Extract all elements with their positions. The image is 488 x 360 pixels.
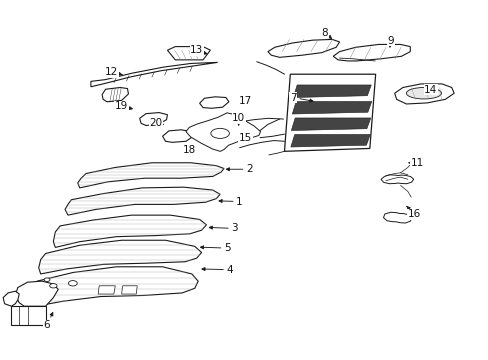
Polygon shape (167, 46, 210, 60)
Polygon shape (65, 187, 220, 215)
Polygon shape (122, 286, 137, 294)
Polygon shape (209, 129, 238, 140)
Polygon shape (332, 44, 409, 61)
Ellipse shape (406, 87, 441, 99)
Polygon shape (140, 113, 167, 126)
Text: 6: 6 (43, 312, 53, 330)
Ellipse shape (50, 284, 57, 288)
Ellipse shape (68, 280, 77, 286)
Text: 20: 20 (149, 118, 163, 128)
Text: 13: 13 (190, 45, 206, 55)
Text: 8: 8 (321, 28, 331, 39)
Polygon shape (291, 118, 370, 131)
Text: 12: 12 (105, 67, 122, 77)
Ellipse shape (44, 278, 50, 282)
Polygon shape (11, 306, 45, 325)
Polygon shape (102, 87, 128, 102)
Polygon shape (383, 212, 411, 223)
Text: 19: 19 (115, 102, 132, 112)
Text: 1: 1 (219, 197, 243, 207)
Text: 9: 9 (386, 36, 393, 47)
Text: 7: 7 (289, 93, 312, 103)
Polygon shape (284, 74, 375, 151)
Polygon shape (292, 102, 371, 114)
Text: 5: 5 (200, 243, 230, 253)
Text: 14: 14 (423, 85, 436, 95)
Polygon shape (78, 163, 224, 188)
Polygon shape (32, 267, 198, 306)
Text: 4: 4 (202, 265, 233, 275)
Text: 15: 15 (238, 133, 252, 143)
Ellipse shape (210, 129, 229, 138)
Text: 10: 10 (232, 113, 244, 125)
Polygon shape (39, 240, 201, 274)
Polygon shape (91, 62, 217, 87)
Text: 18: 18 (183, 144, 196, 154)
Polygon shape (3, 291, 19, 306)
Polygon shape (53, 215, 206, 247)
Polygon shape (394, 84, 453, 104)
Text: 16: 16 (406, 206, 420, 219)
Polygon shape (267, 40, 339, 57)
Polygon shape (199, 97, 228, 108)
Polygon shape (15, 281, 58, 306)
Text: 3: 3 (209, 224, 238, 233)
Text: 11: 11 (408, 158, 424, 168)
Text: 17: 17 (238, 96, 252, 106)
Polygon shape (290, 134, 369, 147)
Polygon shape (162, 130, 193, 142)
Polygon shape (185, 113, 260, 151)
Text: 2: 2 (226, 164, 252, 174)
Polygon shape (380, 175, 413, 184)
Polygon shape (293, 85, 370, 98)
Polygon shape (98, 286, 115, 294)
